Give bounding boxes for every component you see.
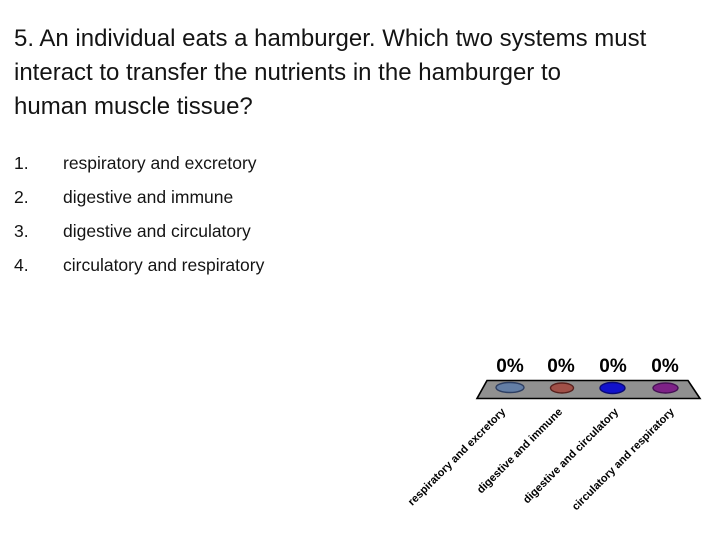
bar-value-label: 0% xyxy=(599,356,627,377)
question-title-line: human muscle tissue? xyxy=(14,93,253,120)
bar-cylinder-top xyxy=(549,382,575,394)
bar-value-label: 0% xyxy=(547,356,575,377)
chart-floor xyxy=(475,379,702,400)
question-title-line: 5. An individual eats a hamburger. Which… xyxy=(14,25,647,52)
option-number: 3. xyxy=(14,221,29,241)
bar-cylinder-top xyxy=(599,381,626,395)
bar-cylinder-top xyxy=(495,381,525,394)
chart-floor-svg xyxy=(475,379,702,400)
option-label: circulatory and respiratory xyxy=(63,255,265,275)
question-title-line: interact to transfer the nutrients in th… xyxy=(14,59,561,86)
option-label: respiratory and excretory xyxy=(63,153,257,173)
answer-option: 1. respiratory and excretory xyxy=(14,146,264,180)
option-label: digestive and immune xyxy=(63,187,234,207)
answer-option: 4. circulatory and respiratory xyxy=(14,248,264,282)
option-number: 1. xyxy=(14,153,29,173)
bar-cylinder-top xyxy=(652,382,679,394)
category-label: circulatory and respiratory xyxy=(569,406,677,514)
option-number: 4. xyxy=(14,255,29,275)
category-label: respiratory and excretory xyxy=(406,406,509,509)
bar-value-label: 0% xyxy=(496,356,524,377)
option-label: digestive and circulatory xyxy=(63,221,251,241)
bar-value-label: 0% xyxy=(651,356,679,377)
answer-options-list: 1. respiratory and excretory 2. digestiv… xyxy=(14,146,264,282)
category-label: digestive and circulatory xyxy=(521,406,622,507)
option-number: 2. xyxy=(14,187,29,207)
answer-option: 2. digestive and immune xyxy=(14,180,264,214)
question-title: 5. An individual eats a hamburger. Which… xyxy=(14,22,714,124)
answer-option: 3. digestive and circulatory xyxy=(14,214,264,248)
